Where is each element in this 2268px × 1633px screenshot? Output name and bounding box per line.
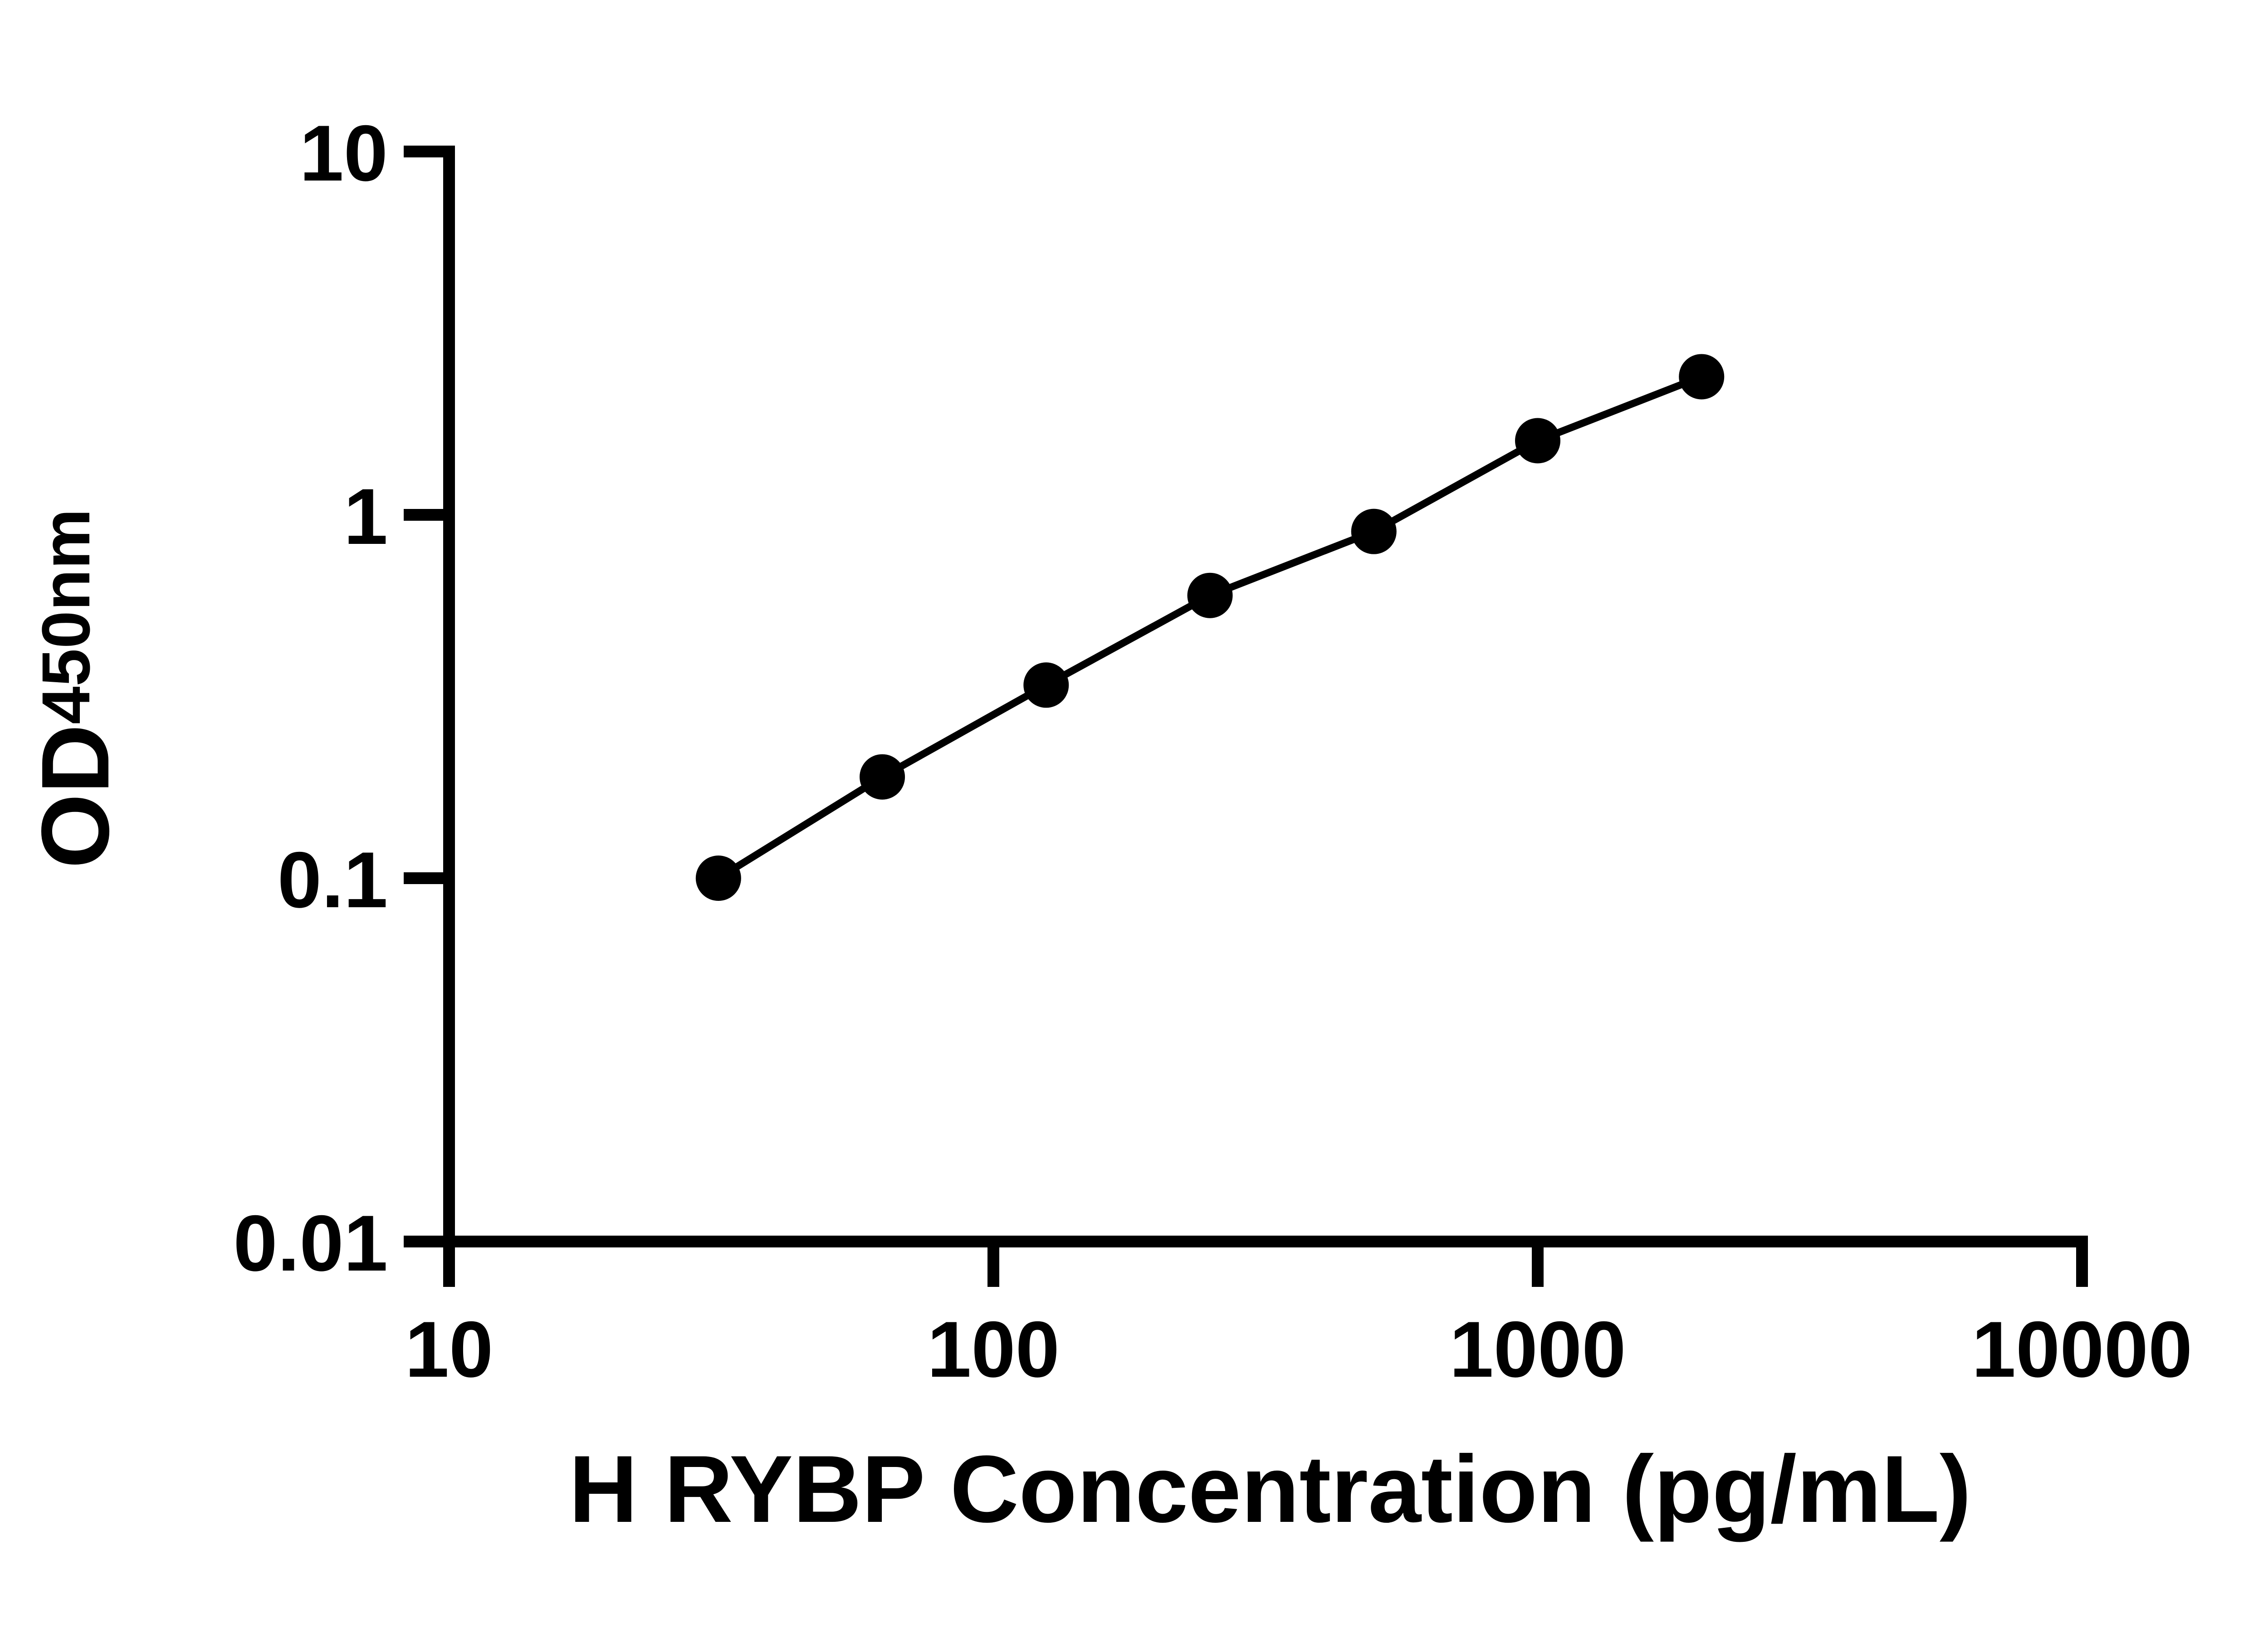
data-point-marker: [1187, 572, 1233, 618]
data-point-marker: [1515, 418, 1560, 464]
data-point-marker: [695, 856, 741, 901]
y-axis-title: OD450nm: [21, 508, 129, 868]
data-point-marker: [1679, 354, 1725, 400]
y-tick-label: 10: [299, 109, 388, 198]
y-axis-title-main: OD: [21, 724, 129, 869]
x-tick-label: 100: [927, 1305, 1060, 1394]
data-point-marker: [1023, 662, 1069, 708]
data-point-marker: [1351, 508, 1397, 554]
data-series: [695, 354, 1725, 901]
y-axis-title-subscript: 450nm: [28, 508, 104, 724]
x-axis-title: H RYBP Concentration (pg/mL): [569, 1436, 1971, 1542]
y-tick-label: 0.1: [278, 836, 388, 924]
x-tick-label: 1000: [1449, 1305, 1626, 1394]
x-tick-label: 10: [405, 1305, 494, 1394]
y-tick-label: 1: [344, 473, 388, 561]
y-tick-label: 0.01: [233, 1199, 388, 1288]
x-tick-label: 10000: [1972, 1305, 2193, 1394]
data-point-marker: [860, 754, 905, 800]
